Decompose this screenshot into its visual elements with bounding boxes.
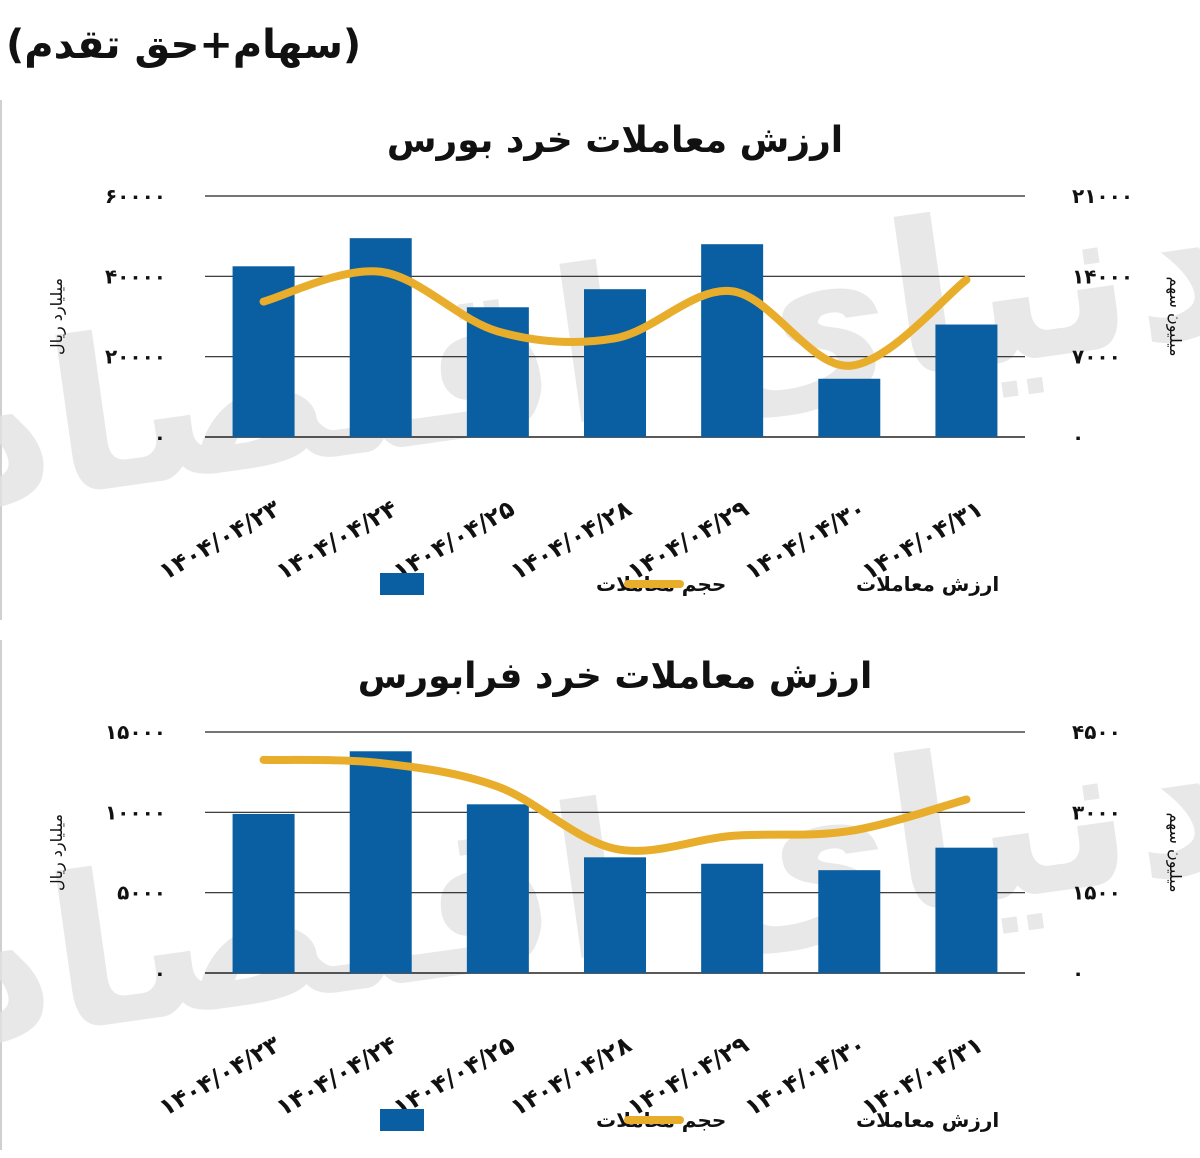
frame-divider-bottom: [0, 640, 2, 1150]
bar-7: [935, 324, 998, 437]
left-tick-label: ۱۰۰۰۰: [105, 800, 166, 824]
right-tick-label: ۱۵۰۰: [1072, 881, 1121, 905]
right-tick-label: ۳۰۰۰: [1072, 800, 1121, 824]
legend-label-line: ارزش معاملات: [856, 572, 999, 596]
section-label: (سهام+حق تقدم): [6, 22, 362, 68]
right-tick-label: ۰: [1072, 961, 1084, 985]
bar-6: [818, 378, 881, 437]
left-tick-label: ۴۰۰۰۰: [105, 264, 166, 288]
left-tick-label: ۲۰۰۰۰: [105, 345, 166, 369]
left-tick-label: ۰: [154, 425, 166, 449]
left-axis-title: میلیارد ریال: [47, 814, 67, 891]
chart-title: ارزش معاملات خرد بورس: [387, 120, 843, 161]
right-tick-label: ۰: [1072, 425, 1084, 449]
legend-label-line: ارزش معاملات: [856, 1108, 999, 1132]
left-tick-label: ۵۰۰۰: [117, 881, 166, 905]
bar-5: [701, 244, 764, 437]
category-label: ۱۴۰۴/۰۴/۳۰: [740, 1030, 871, 1122]
chart-title: ارزش معاملات خرد فرابورس: [358, 656, 873, 697]
right-axis-title: میلیون سهم: [1165, 276, 1185, 356]
bar-3: [466, 804, 529, 973]
legend-swatch-bar: [380, 1109, 424, 1131]
category-label: ۱۴۰۴/۰۴/۲۵: [389, 494, 520, 586]
bar-4: [584, 289, 646, 437]
right-tick-label: ۲۱۰۰۰: [1072, 184, 1133, 208]
frame-divider-top: [0, 100, 2, 620]
bar-7: [935, 847, 998, 973]
category-label: ۱۴۰۴/۰۴/۳۰: [740, 494, 871, 586]
legend-swatch-bar: [380, 573, 424, 595]
left-tick-label: ۱۵۰۰۰: [105, 720, 166, 744]
right-tick-label: ۱۴۰۰۰: [1072, 264, 1133, 288]
left-tick-label: ۶۰۰۰۰: [105, 184, 166, 208]
right-tick-label: ۷۰۰۰: [1072, 345, 1121, 369]
left-axis-title: میلیارد ریال: [47, 278, 67, 355]
right-axis-title: میلیون سهم: [1165, 812, 1185, 892]
bar-5: [701, 863, 764, 973]
category-label: ۱۴۰۴/۰۴/۲۵: [389, 1030, 520, 1122]
right-tick-label: ۴۵۰۰: [1072, 720, 1121, 744]
bar-4: [584, 857, 646, 973]
left-tick-label: ۰: [154, 961, 166, 985]
bar-1: [232, 813, 295, 973]
bar-2: [349, 751, 412, 973]
bar-6: [818, 870, 881, 973]
